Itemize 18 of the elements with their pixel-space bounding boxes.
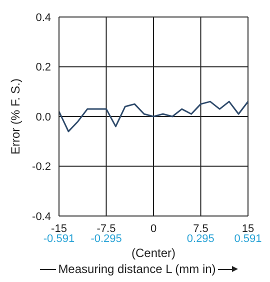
- x-tick-label: 7.5: [193, 222, 208, 235]
- x2-tick-label: 0.295: [186, 232, 214, 245]
- x-tick-label: -15: [51, 222, 67, 235]
- x-tick-label: 0: [150, 222, 157, 235]
- y-tick-label: 0.2: [36, 62, 51, 74]
- y-tick-label: -0.4: [32, 210, 51, 223]
- y-tick-label: -0.2: [32, 161, 51, 174]
- x-tick-label: -7.5: [96, 222, 116, 235]
- x2-tick-label: 0.591: [234, 232, 262, 245]
- line-series: [59, 100, 248, 132]
- x-axis-title: Measuring distance L (mm in): [58, 262, 216, 276]
- text: (Center): [130, 246, 176, 260]
- y-axis-title: Error (% F. S.): [8, 78, 22, 155]
- x-tick-label: 15: [242, 222, 254, 235]
- y-tick-label: 0.4: [36, 12, 51, 24]
- x2-tick-label: -0.295: [90, 232, 122, 245]
- x2-tick-label: -0.591: [43, 232, 75, 245]
- y-tick-label: 0.0: [36, 111, 51, 124]
